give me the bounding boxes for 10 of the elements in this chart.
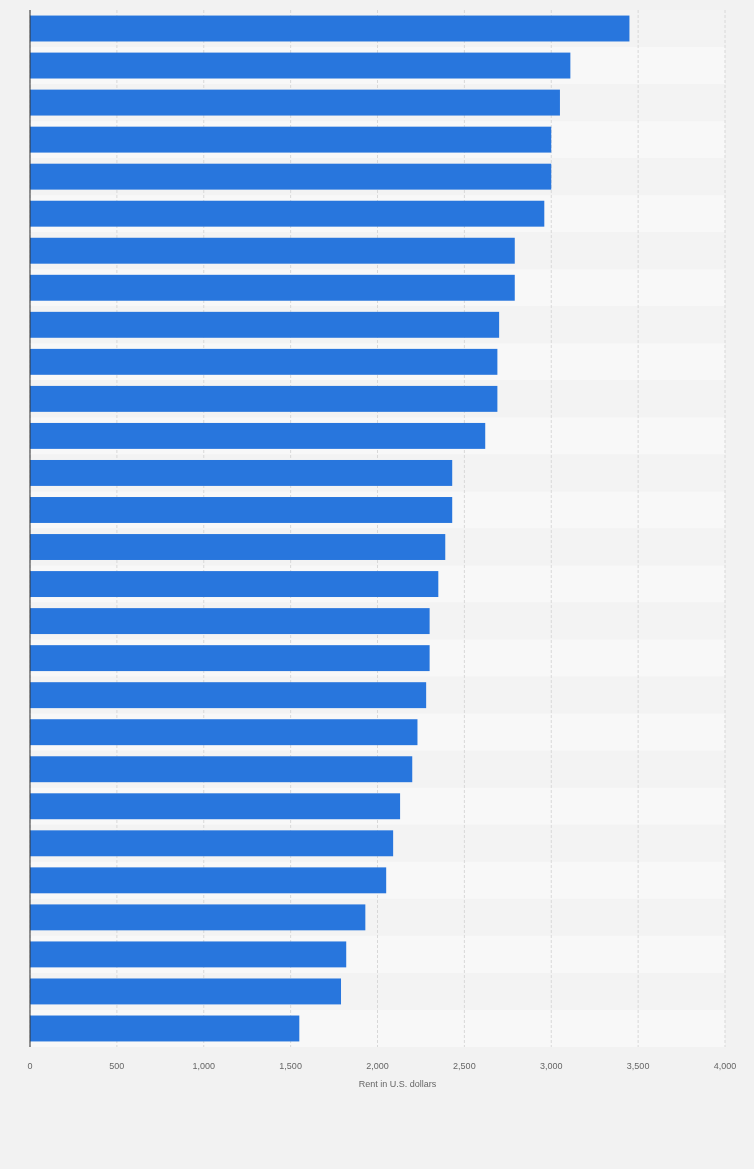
x-tick-label: 1,500 (279, 1061, 302, 1071)
x-axis-title: Rent in U.S. dollars (358, 1079, 437, 1089)
x-tick-label: 2,500 (453, 1061, 476, 1071)
x-tick-label: 4,000 (713, 1061, 737, 1071)
x-tick-label: 500 (109, 1061, 125, 1071)
x-tick-label: 3,500 (626, 1061, 650, 1071)
x-tick-label: 2,000 (366, 1061, 389, 1071)
x-tick-label: 3,000 (539, 1061, 563, 1071)
x-tick-label: 1,000 (192, 1061, 216, 1071)
x-tick-label: 0 (27, 1061, 33, 1071)
